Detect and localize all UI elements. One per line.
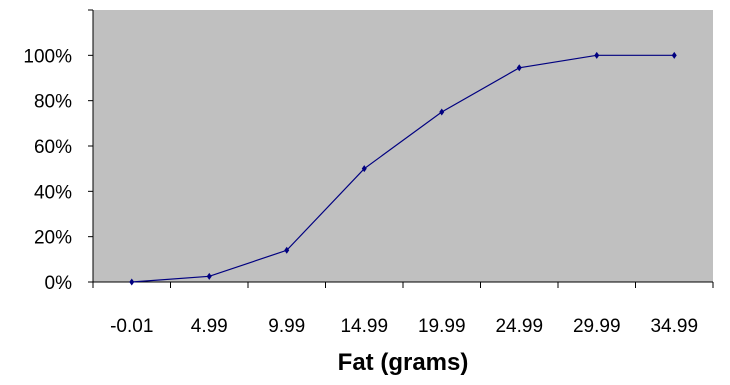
series-line [131,54,675,283]
y-tick-label: 80% [34,92,72,113]
x-tick-label: 19.99 [418,316,466,337]
data-point [516,64,522,72]
y-tick-label: 40% [34,182,72,203]
data-point [284,246,290,254]
x-tick-label: 4.99 [191,316,228,337]
x-tick-label: 9.99 [268,316,305,337]
x-tick-label: -0.01 [110,316,153,337]
data-point [361,165,367,173]
data-point [439,108,445,116]
data-point [129,278,135,286]
y-axis-ticks: 0% 20% 40% 60% 80% 100% [23,9,93,294]
data-point [594,51,600,59]
series-layer [129,51,677,286]
plot-area [93,10,713,282]
y-tick-label: 60% [34,137,72,158]
y-tick-label: 100% [23,46,72,67]
data-point [206,272,212,280]
x-axis-ticks: -0.01 4.99 9.99 14.99 19.99 24.99 29.99 34.99 [92,282,714,337]
x-tick-label: 29.99 [573,316,621,337]
y-tick-label: 20% [34,228,72,249]
x-tick-label: 34.99 [650,316,698,337]
data-point [671,51,677,59]
x-axis-title: Fat (grams) [338,349,469,376]
y-tick-label: 0% [45,273,73,294]
x-tick-label: 14.99 [340,316,388,337]
x-tick-label: 24.99 [495,316,543,337]
